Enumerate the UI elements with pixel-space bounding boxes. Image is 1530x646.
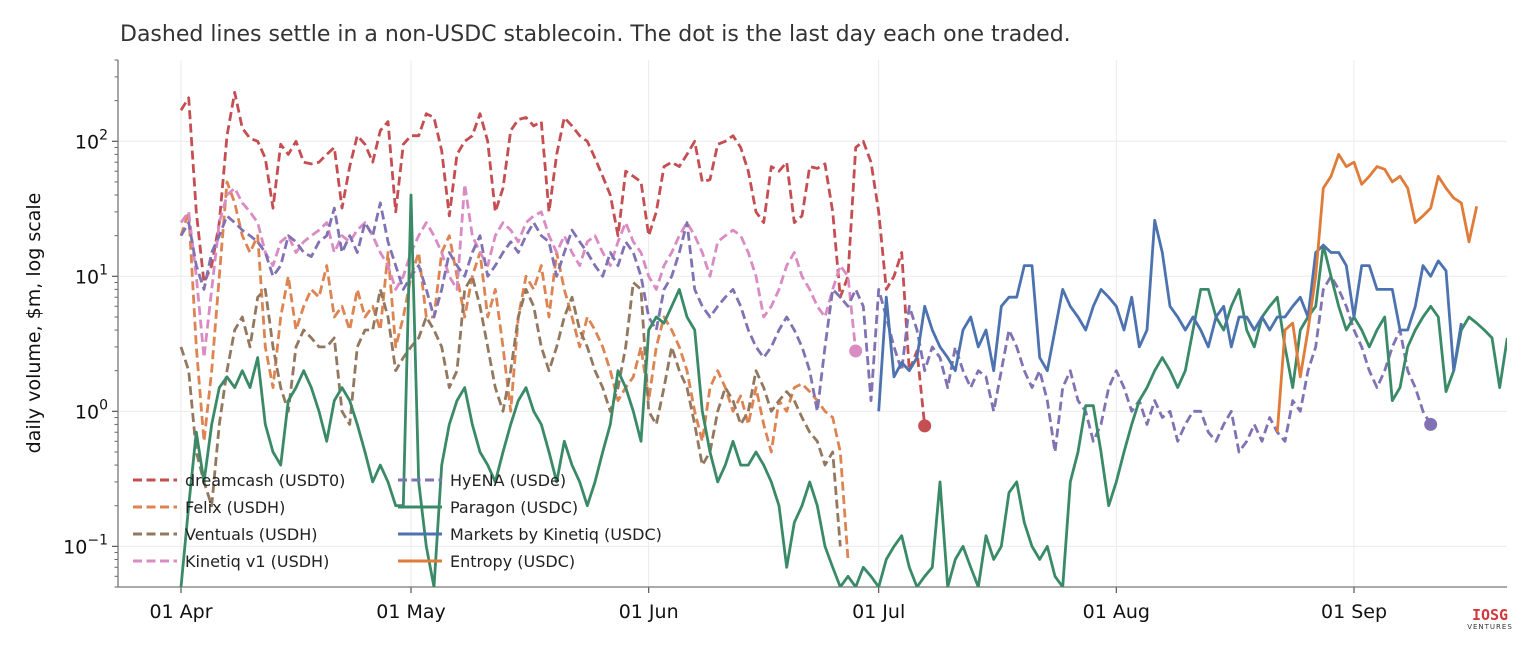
- x-tick-label: 01 Jul: [852, 601, 905, 623]
- legend-label: Entropy (USDC): [450, 552, 575, 571]
- series-line-ventuals-usdh: [179, 274, 842, 547]
- legend-label: Paragon (USDC): [450, 498, 578, 517]
- end-dot-dreamcash-usdt0: [918, 419, 932, 433]
- x-tick-label: 01 May: [376, 601, 446, 623]
- legend-label: Felix (USDH): [185, 498, 285, 517]
- y-tick-label: 10−1: [63, 532, 108, 558]
- series-line-kinetiq-v1-usdh: [179, 182, 858, 359]
- legend-label: Ventuals (USDH): [185, 525, 317, 544]
- y-tick-label: 101: [75, 262, 108, 288]
- y-tick-exponent: 1: [99, 262, 108, 278]
- end-dot-hyena-usde: [1424, 417, 1438, 431]
- series-line-dreamcash-usdt0: [179, 91, 927, 427]
- y-tick-exponent: −1: [87, 532, 108, 548]
- chart-subtitle: Dashed lines settle in a non-USDC stable…: [120, 22, 1071, 47]
- x-tick-label: 01 Aug: [1083, 601, 1150, 623]
- series-layer: [179, 91, 1507, 587]
- y-tick-exponent: 0: [99, 397, 108, 413]
- x-tick-label: 01 Apr: [149, 601, 212, 623]
- end-dots: [849, 344, 1438, 433]
- legend-label: Kinetiq v1 (USDH): [185, 552, 329, 571]
- legend-label: HyENA (USDe): [450, 471, 566, 490]
- y-tick-label: 100: [75, 397, 108, 423]
- series-line-markets-by-kinetiq-usdc: [877, 218, 1463, 412]
- iosg-logo: IOSG VENTURES: [1467, 606, 1513, 631]
- y-tick-base: 10: [75, 266, 99, 288]
- x-tick-label: 01 Jun: [619, 601, 679, 623]
- axes: 01 Apr 01 May 01 Jun 01 Jul 01 Aug 01 Sep10−1…: [63, 59, 1507, 623]
- series-line-entropy-usdc: [1275, 153, 1479, 433]
- logo-mark: IOSG: [1472, 606, 1508, 624]
- y-tick-label: 102: [75, 127, 108, 153]
- logo-subtext: VENTURES: [1467, 623, 1513, 631]
- y-tick-exponent: 2: [99, 127, 108, 143]
- y-axis-label: daily volume, $m, log scale: [23, 193, 45, 454]
- series-line-hyena-usde: [179, 201, 1432, 454]
- legend-label: dreamcash (USDT0): [185, 471, 345, 490]
- grid: [118, 60, 1507, 587]
- end-dot-kinetiq-v1-usdh: [849, 344, 863, 358]
- y-tick-base: 10: [75, 131, 99, 153]
- x-tick-label: 01 Sep: [1321, 601, 1387, 623]
- legend-label: Markets by Kinetiq (USDC): [450, 525, 662, 544]
- y-tick-base: 10: [75, 401, 99, 423]
- legend: dreamcash (USDT0) Felix (USDH) Ventuals (U…: [133, 471, 662, 571]
- y-tick-base: 10: [63, 536, 87, 558]
